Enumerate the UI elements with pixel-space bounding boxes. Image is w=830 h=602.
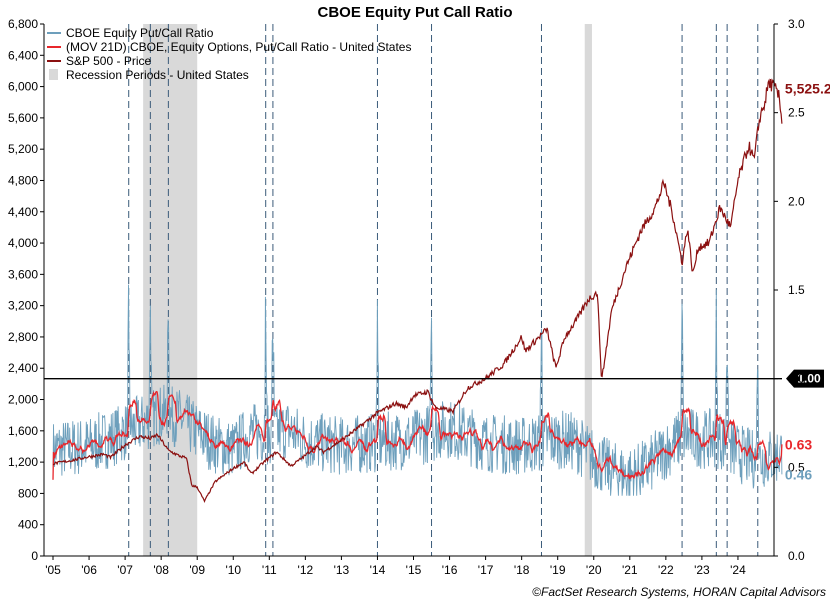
- legend-entry: CBOE Equity Put/Call Ratio: [66, 26, 214, 40]
- recession-band: [584, 24, 592, 556]
- left-tick-label: 400: [18, 518, 38, 532]
- right-tick-label: 0.0: [788, 549, 805, 563]
- left-tick-label: 6,800: [8, 17, 38, 31]
- legend-swatch: [49, 69, 58, 80]
- mov21d-series: [52, 390, 783, 480]
- left-tick-label: 3,200: [8, 299, 38, 313]
- left-tick-label: 1,600: [8, 424, 38, 438]
- x-tick-label: '15: [406, 563, 422, 577]
- x-tick-label: '11: [262, 563, 277, 577]
- right-tick-label: 3.0: [788, 17, 805, 31]
- x-tick-label: '21: [622, 563, 638, 577]
- left-tick-label: 2,000: [8, 393, 38, 407]
- x-axis-ticks: '05 '06 '07 '08 '09 '10 '11 '12 '13 '14 '15 '16 '17 '…: [45, 556, 746, 577]
- x-tick-label: '14: [370, 563, 386, 577]
- x-tick-label: '20: [586, 563, 602, 577]
- left-tick-label: 6,000: [8, 80, 38, 94]
- putcall-line: [52, 284, 783, 496]
- spike-dashed-lines: [128, 24, 759, 556]
- recession-shading: [143, 24, 592, 556]
- last-value-labels: 5,525.21 0.63 0.46: [785, 81, 830, 483]
- chart-title: CBOE Equity Put Call Ratio: [317, 4, 512, 21]
- putcall-series: [52, 284, 783, 496]
- putcall-last-value: 0.46: [785, 466, 812, 482]
- x-tick-label: '12: [298, 563, 314, 577]
- legend: CBOE Equity Put/Call Ratio(MOV 21D) CBOE…: [47, 26, 411, 82]
- left-tick-label: 2,800: [8, 330, 38, 344]
- x-tick-label: '23: [694, 563, 710, 577]
- mov21d-line: [52, 390, 783, 480]
- legend-entry: Recession Periods - United States: [66, 68, 249, 82]
- right-tick-label: 2.0: [788, 194, 805, 208]
- left-tick-label: 3,600: [8, 267, 38, 281]
- sp500-series: [52, 78, 783, 504]
- x-tick-label: '24: [730, 563, 746, 577]
- x-tick-label: '16: [442, 563, 458, 577]
- x-tick-label: '10: [225, 563, 241, 577]
- x-tick-label: '08: [153, 563, 169, 577]
- x-tick-label: '13: [334, 563, 350, 577]
- left-tick-label: 0: [31, 549, 38, 563]
- right-tick-label: 1.5: [788, 283, 805, 297]
- left-tick-label: 1,200: [8, 455, 38, 469]
- left-tick-label: 2,400: [8, 361, 38, 375]
- x-tick-label: '09: [189, 563, 205, 577]
- left-tick-label: 4,400: [8, 205, 38, 219]
- mov21d-last-value: 0.63: [785, 436, 812, 452]
- x-tick-label: '18: [514, 563, 530, 577]
- recession-band: [143, 24, 198, 556]
- legend-entry: S&P 500 - Price: [66, 54, 151, 68]
- right-axis-ticks: 0.0 0.5 1.0 1.5 2.0 2.5 3.0: [774, 17, 805, 563]
- left-tick-label: 800: [18, 486, 38, 500]
- x-tick-label: '19: [550, 563, 566, 577]
- left-tick-label: 6,400: [8, 48, 38, 62]
- sp500-line: [52, 78, 783, 504]
- left-tick-label: 4,000: [8, 236, 38, 250]
- reference-tag: 1.00: [786, 369, 824, 388]
- reference-line: 1.00: [44, 369, 824, 388]
- x-tick-label: '06: [81, 563, 97, 577]
- legend-entry: (MOV 21D) CBOE, Equity Options, Put/Call…: [66, 40, 411, 54]
- x-tick-label: '17: [478, 563, 494, 577]
- x-tick-label: '07: [117, 563, 133, 577]
- sp500-last-value: 5,525.21: [785, 81, 830, 97]
- right-tick-label: 0.5: [788, 460, 805, 474]
- reference-tag-shape: [786, 369, 824, 388]
- left-axis-ticks: 0 400 800 1,200 1,600 2,000 2,400 2,800 3,200 3,6…: [8, 17, 44, 563]
- left-tick-label: 4,800: [8, 173, 38, 187]
- left-tick-label: 5,200: [8, 142, 38, 156]
- right-tick-label: 1.0: [788, 372, 805, 386]
- left-tick-label: 5,600: [8, 111, 38, 125]
- source-credit: ©FactSet Research Systems, HORAN Capital…: [532, 585, 826, 599]
- x-tick-label: '05: [45, 563, 61, 577]
- reference-tag-label: 1.00: [797, 372, 821, 386]
- right-tick-label: 2.5: [788, 106, 805, 120]
- x-tick-label: '22: [658, 563, 674, 577]
